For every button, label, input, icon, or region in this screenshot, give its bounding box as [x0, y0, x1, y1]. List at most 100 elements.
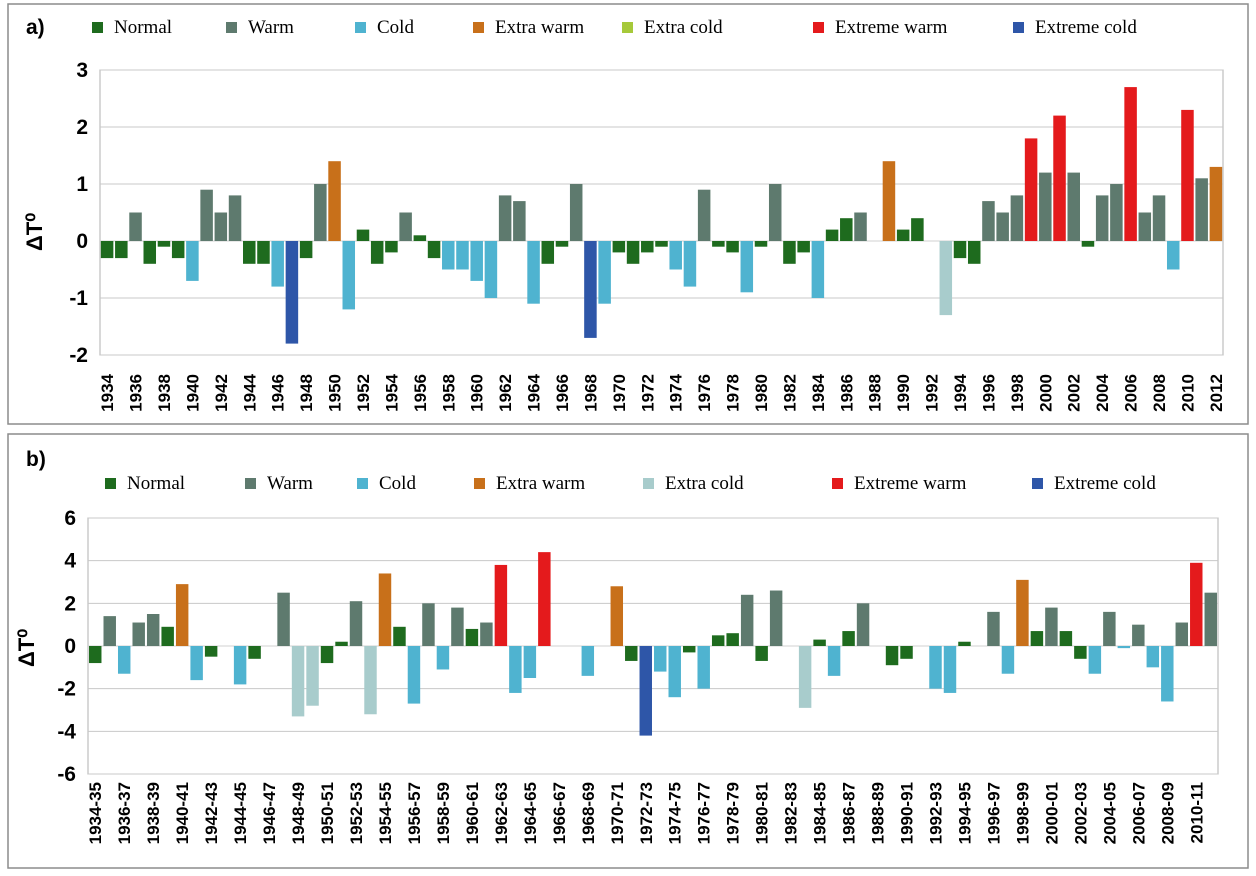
bar-warm	[1103, 611, 1116, 646]
x-tick-label: 1950-51	[318, 782, 337, 844]
bar-normal	[626, 241, 640, 264]
bar-warm	[740, 594, 754, 646]
bar-cold	[598, 241, 611, 304]
bar-extra-warm	[882, 161, 896, 241]
bar-extra-warm	[610, 586, 624, 646]
bar-normal	[967, 241, 981, 264]
bar-warm	[569, 184, 583, 241]
bar-extra-warm	[1209, 166, 1223, 241]
bar-normal	[115, 241, 128, 259]
bar-warm	[132, 622, 145, 646]
bar-warm	[1045, 607, 1058, 646]
bar-normal	[783, 241, 796, 264]
x-tick-label: 2008-09	[1158, 782, 1177, 844]
x-tick-label: 1954-55	[376, 782, 395, 844]
bar-cold	[271, 241, 284, 287]
legend-label-cold: Cold	[379, 473, 416, 494]
bar-normal	[842, 631, 855, 646]
bar-cold	[581, 646, 595, 676]
legend-label-extreme-warm: Extreme warm	[854, 473, 967, 494]
bar-normal	[243, 241, 256, 264]
bar-extreme-warm	[1181, 109, 1194, 242]
legend-label-extra-warm: Extra warm	[496, 473, 585, 494]
bar-warm	[103, 616, 116, 646]
bar-cold	[943, 646, 957, 693]
legend-label-normal: Normal	[127, 473, 185, 494]
bar-warm	[314, 184, 327, 241]
x-tick-label: 1982-83	[782, 782, 801, 844]
legend-label-warm: Warm	[248, 17, 294, 38]
bar-warm	[1110, 184, 1123, 241]
bar-warm	[1039, 172, 1052, 241]
bar-extra-cold	[939, 241, 953, 316]
x-tick-label: 2002	[1065, 374, 1084, 412]
x-tick-label: 1938	[155, 374, 174, 412]
bar-normal	[356, 229, 370, 241]
x-tick-label: 1966-67	[550, 782, 569, 844]
bar-extreme-warm	[1124, 87, 1137, 241]
x-tick-label: 1976	[695, 374, 714, 412]
legend-label-extra-cold: Extra cold	[644, 17, 723, 38]
bar-extreme-warm	[538, 552, 551, 646]
bar-cold	[669, 241, 682, 270]
bar-warm	[214, 212, 228, 241]
bar-normal	[711, 635, 725, 646]
x-tick-label: 2006	[1122, 374, 1141, 412]
bar-cold	[484, 241, 498, 298]
bar-cold	[527, 241, 540, 304]
bar-warm	[1132, 624, 1145, 646]
y-tick-label: 2	[76, 116, 88, 139]
bar-normal	[100, 241, 114, 259]
bar-normal	[335, 641, 348, 646]
bar-cold	[509, 646, 522, 693]
legend-swatch-extra-warm	[473, 22, 484, 33]
legend-label-extreme-cold: Extreme cold	[1054, 473, 1156, 494]
bar-warm	[422, 603, 435, 646]
bar-cold	[1166, 241, 1180, 270]
panel-b: b) Normal Warm Cold Extra warm Extra cold Ext…	[7, 433, 1249, 869]
x-tick-label: 1952	[354, 374, 373, 412]
x-tick-label: 1988-89	[869, 782, 888, 844]
y-tick-label: 3	[76, 59, 88, 82]
x-tick-label: 1942-43	[202, 782, 221, 844]
legend-swatch-extreme-cold	[1032, 478, 1043, 489]
x-tick-label: 1956	[411, 374, 430, 412]
bar-extreme-cold	[285, 241, 299, 344]
y-tick-label: 1	[76, 173, 88, 196]
legend-swatch-extreme-cold	[1013, 22, 1024, 33]
x-tick-label: 1982	[780, 374, 799, 412]
x-tick-label: 1962	[496, 374, 515, 412]
bar-normal	[900, 646, 913, 659]
y-tick-label: 0	[76, 230, 88, 253]
x-tick-label: 1966	[553, 374, 572, 412]
panel-a: a) Normal Warm Cold Extra warm Extra cold Ext…	[7, 3, 1249, 425]
x-tick-label: 2004-05	[1100, 782, 1119, 844]
bar-extra-warm	[175, 584, 189, 646]
panel-a-y-ticks: 3 2 1 0 -1 -2	[69, 59, 88, 367]
x-tick-label: 1990	[894, 374, 913, 412]
x-tick-label: 1984-85	[811, 782, 830, 844]
x-tick-label: 1944-45	[231, 782, 250, 844]
x-tick-label: 1974	[667, 373, 686, 411]
x-tick-label: 1964-65	[521, 782, 540, 844]
legend-label-extra-warm: Extra warm	[495, 17, 584, 38]
bar-extreme-warm	[1190, 562, 1203, 646]
legend-swatch-cold	[355, 22, 366, 33]
bar-warm	[129, 212, 142, 241]
legend-label-extra-cold: Extra cold	[665, 473, 744, 494]
legend-swatch-warm	[245, 478, 256, 489]
bar-extreme-warm	[1053, 115, 1066, 241]
bar-normal	[161, 626, 174, 646]
legend-swatch-warm	[226, 22, 237, 33]
bar-extreme-warm	[494, 564, 508, 646]
bar-cold	[1146, 646, 1160, 668]
bar-cold	[1088, 646, 1102, 674]
bar-warm	[1010, 195, 1024, 241]
panel-a-legend: Normal Warm Cold Extra warm Extra cold Extrem…	[92, 17, 1137, 38]
panel-a-y-axis-label: ΔT⁰	[22, 213, 47, 251]
bar-normal	[911, 218, 924, 241]
x-tick-label: 1958	[439, 374, 458, 412]
bar-warm	[349, 601, 363, 646]
x-tick-label: 1948	[297, 374, 316, 412]
bar-extreme-warm	[1024, 138, 1038, 241]
